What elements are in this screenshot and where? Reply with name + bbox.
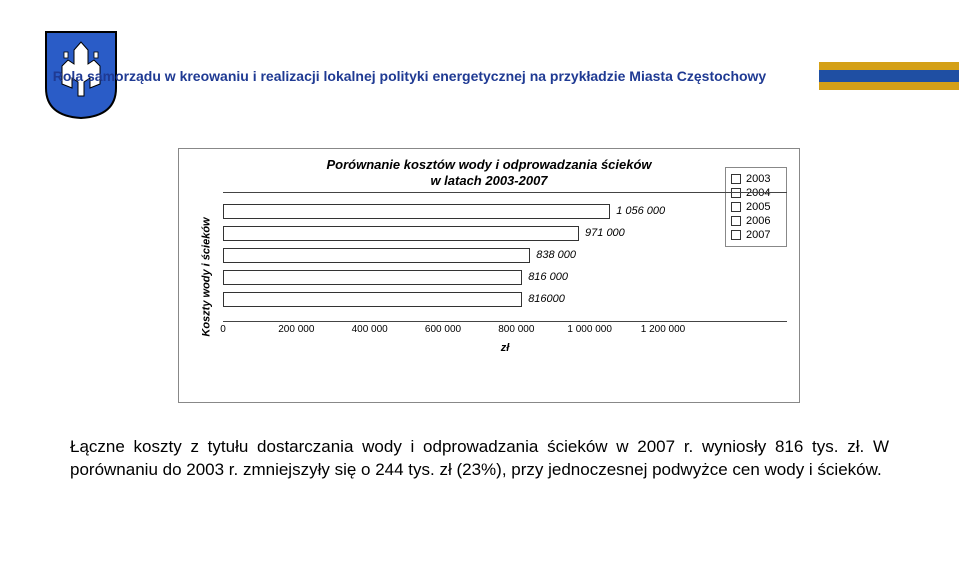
body-paragraph: Łączne koszty z tytułu dostarczania wody… — [70, 436, 889, 482]
x-tick: 200 000 — [278, 324, 314, 335]
x-tick: 0 — [220, 324, 226, 335]
x-tick: 1 200 000 — [641, 324, 686, 335]
x-axis-label: zł — [223, 342, 787, 354]
x-tick: 400 000 — [352, 324, 388, 335]
legend-item: 2003 — [731, 173, 781, 185]
bar-2004: 971 000 — [223, 224, 787, 243]
plot-area: 1 056 000 971 000 838 000 816 000 816000 — [223, 192, 787, 322]
x-tick: 1 000 000 — [567, 324, 612, 335]
x-tick: 800 000 — [498, 324, 534, 335]
chart-title-line1: Porównanie kosztów wody i odprowadzania … — [191, 157, 787, 173]
chart-title-line2: w latach 2003-2007 — [191, 173, 787, 189]
bar-2003: 1 056 000 — [223, 202, 787, 221]
page-title: Rola samorządu w kreowaniu i realizacji … — [0, 68, 819, 84]
header: Rola samorządu w kreowaniu i realizacji … — [0, 62, 959, 90]
cost-comparison-chart: Porównanie kosztów wody i odprowadzania … — [178, 148, 800, 403]
x-tick: 600 000 — [425, 324, 461, 335]
bar-2007: 816000 — [223, 290, 787, 309]
x-axis-ticks: 0 200 000 400 000 600 000 800 000 1 000 000 1 … — [223, 322, 787, 340]
bar-2005: 838 000 — [223, 246, 787, 265]
header-stripe — [819, 62, 959, 90]
y-axis-label: Koszty wody i ścieków — [191, 192, 223, 362]
bar-2006: 816 000 — [223, 268, 787, 287]
